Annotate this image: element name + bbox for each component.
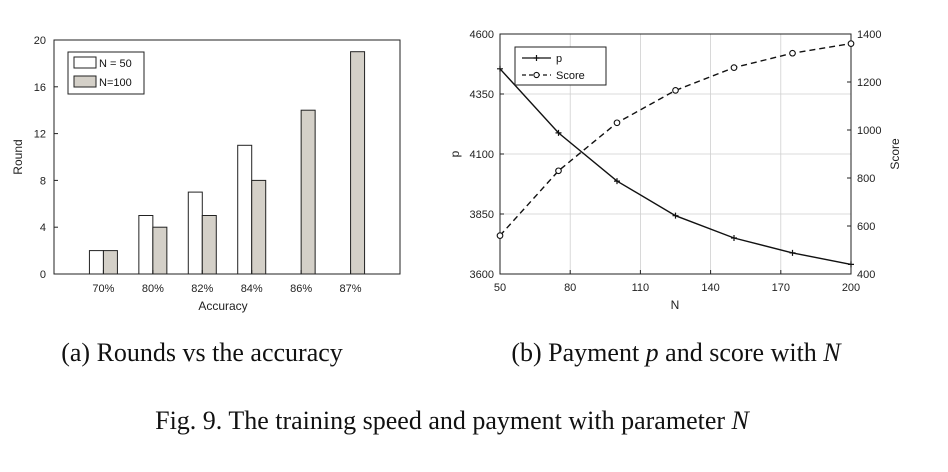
chart-a-y-tick-label: 12 bbox=[34, 129, 46, 141]
chart-b-right-y-tick-label: 1400 bbox=[857, 29, 881, 41]
chart-a-x-tick-label: 87% bbox=[340, 283, 362, 295]
chart-a-y-tick-label: 0 bbox=[40, 269, 46, 281]
chart-b-left-y-ticks: 3600 3850 4100 4350 4600 bbox=[470, 29, 504, 281]
chart-b-point-score bbox=[613, 119, 621, 127]
chart-b-point-score bbox=[496, 232, 504, 239]
chart-a-bar-n100 bbox=[300, 109, 316, 275]
chart-b-right-y-tick-label: 800 bbox=[857, 173, 875, 185]
chart-a-y-axis-label: Round bbox=[11, 139, 25, 174]
chart-b-right-y-tick-label: 1200 bbox=[857, 77, 881, 89]
chart-b-x-axis-label: N bbox=[671, 298, 680, 312]
chart-a-bar-n100 bbox=[201, 215, 217, 275]
chart-b-point-p bbox=[672, 212, 679, 219]
chart-b-left-y-tick-label: 3600 bbox=[470, 269, 494, 281]
chart-a-y-tick-label: 16 bbox=[34, 82, 46, 94]
chart-a: 0 4 8 12 16 20 70% 80% 82% 84% 86% 87% Accuracy Ro… bbox=[11, 35, 401, 313]
chart-b-point-p bbox=[614, 178, 620, 185]
chart-b-left-y-axis-label: p bbox=[448, 150, 462, 157]
chart-b-x-tick-label: 80 bbox=[564, 282, 576, 294]
chart-b-right-y-tick-label: 600 bbox=[857, 221, 875, 233]
chart-b-right-y-tick-label: 1000 bbox=[857, 125, 881, 137]
chart-b-x-tick-label: 50 bbox=[494, 282, 506, 294]
chart-a-legend-swatch-n50 bbox=[73, 56, 97, 69]
chart-b: 3600 3850 4100 4350 4600 400 600 800 1000 1200 14… bbox=[448, 29, 902, 312]
chart-b-point-p bbox=[497, 65, 503, 72]
subcaption-b-symbol-n: N bbox=[822, 338, 842, 367]
subcaption-b-prefix: (b) Payment bbox=[511, 338, 645, 367]
chart-a-x-axis-label: Accuracy bbox=[198, 299, 247, 313]
chart-b-legend-box bbox=[514, 46, 607, 86]
chart-b-left-y-tick-label: 4350 bbox=[470, 89, 494, 101]
chart-b-point-score bbox=[847, 40, 855, 47]
chart-b-point-p bbox=[555, 129, 562, 136]
chart-a-plot-frame bbox=[53, 39, 401, 275]
chart-a-bars bbox=[88, 51, 366, 275]
chart-a-y-ticks: 0 4 8 12 16 20 bbox=[34, 35, 58, 281]
figure-caption-prefix: Fig. 9. The training speed and payment w… bbox=[155, 406, 731, 435]
chart-b-right-y-tick-label: 400 bbox=[857, 269, 875, 281]
chart-a-y-tick-label: 8 bbox=[40, 175, 46, 187]
chart-a-legend-swatch-n100 bbox=[73, 75, 97, 88]
subcaption-b-symbol-p: p bbox=[644, 338, 659, 367]
chart-b-right-y-ticks: 400 600 800 1000 1200 1400 bbox=[847, 29, 881, 281]
subcaption-b: (b) Payment p and score with N bbox=[511, 338, 842, 367]
chart-b-legend-marker-p bbox=[533, 55, 540, 61]
chart-b-left-y-tick-label: 3850 bbox=[470, 209, 494, 221]
subcaption-b-mid: and score with bbox=[659, 338, 824, 367]
chart-b-legend-label-score: Score bbox=[556, 70, 585, 82]
chart-a-y-tick-label: 4 bbox=[40, 222, 46, 234]
chart-b-x-ticks: 50 80 110 140 170 200 bbox=[494, 270, 860, 294]
chart-a-x-ticks: 70% 80% 82% 84% 86% 87% bbox=[92, 270, 362, 295]
chart-b-legend: p Score bbox=[514, 46, 607, 86]
chart-a-y-tick-label: 20 bbox=[34, 35, 46, 47]
chart-b-x-tick-label: 110 bbox=[632, 282, 650, 294]
chart-b-point-p bbox=[731, 235, 737, 241]
chart-b-left-y-tick-label: 4600 bbox=[470, 29, 494, 41]
chart-b-point-p bbox=[848, 261, 854, 268]
chart-b-legend-label-p: p bbox=[556, 53, 562, 65]
chart-b-point-p bbox=[789, 249, 796, 256]
chart-a-bar-n50 bbox=[237, 144, 253, 275]
chart-a-legend-label-n50: N = 50 bbox=[99, 58, 132, 70]
chart-b-x-tick-label: 200 bbox=[842, 282, 860, 294]
chart-a-x-tick-label: 84% bbox=[241, 283, 263, 295]
chart-b-x-tick-label: 140 bbox=[701, 282, 719, 294]
chart-a-bar-n50 bbox=[88, 250, 104, 275]
chart-b-legend-marker-score bbox=[533, 71, 540, 79]
chart-a-legend: N = 50 N=100 bbox=[67, 51, 145, 95]
subcaption-a: (a) Rounds vs the accuracy bbox=[61, 338, 343, 367]
chart-a-bar-n100 bbox=[102, 250, 118, 275]
chart-b-point-score bbox=[789, 49, 796, 57]
chart-a-bar-n100 bbox=[350, 51, 366, 275]
chart-a-bar-n50 bbox=[138, 215, 154, 275]
chart-b-right-y-axis-label: Score bbox=[888, 138, 902, 170]
chart-b-left-y-tick-label: 4100 bbox=[470, 149, 494, 161]
chart-b-point-score bbox=[730, 64, 738, 71]
chart-b-point-score bbox=[672, 87, 679, 94]
chart-a-bar-n100 bbox=[251, 179, 267, 275]
chart-b-x-tick-label: 170 bbox=[772, 282, 790, 294]
chart-b-lines bbox=[496, 40, 855, 268]
chart-a-bar-n50 bbox=[187, 191, 203, 275]
figure-caption: Fig. 9. The training speed and payment w… bbox=[155, 406, 750, 435]
chart-a-x-tick-label: 86% bbox=[290, 283, 312, 295]
chart-b-series-line-p bbox=[499, 68, 852, 266]
chart-a-x-tick-label: 82% bbox=[191, 283, 213, 295]
chart-a-legend-label-n100: N=100 bbox=[99, 77, 132, 89]
chart-a-x-tick-label: 80% bbox=[142, 283, 164, 295]
chart-a-bar-n100 bbox=[152, 226, 168, 275]
chart-a-x-tick-label: 70% bbox=[92, 283, 114, 295]
chart-b-point-score bbox=[555, 167, 562, 175]
figure-caption-symbol-n: N bbox=[731, 406, 751, 435]
